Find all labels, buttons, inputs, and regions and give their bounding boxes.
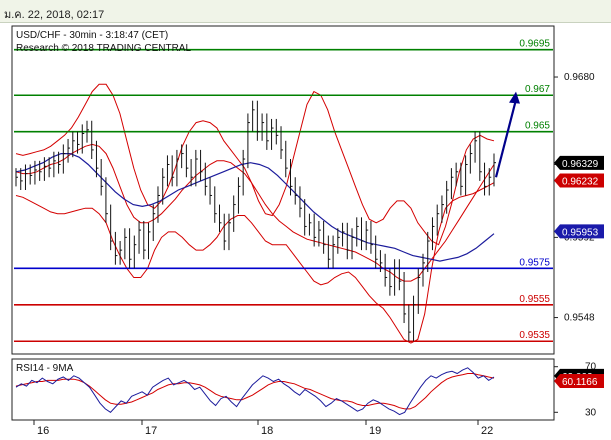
chart-canvas: 0.9695 0.967 0.965 0.9575 0.9555 0.9535 0.968… <box>11 25 604 437</box>
price-badge-1 <box>554 173 604 188</box>
level-label-0: 0.9695 <box>519 39 550 50</box>
rsi-tick-label-0: 70 <box>585 362 597 373</box>
timestamp-text: ม.ค. 22, 2018, 02:17 <box>4 9 105 21</box>
timestamp-bar: ม.ค. 22, 2018, 02:17 <box>0 0 611 23</box>
rsi-title: RSI14 - 9MA <box>16 363 74 374</box>
price-badges: 0.96329 0.96232 0.95953 <box>554 155 604 239</box>
level-label-3: 0.9575 <box>519 257 550 268</box>
level-label-1: 0.967 <box>525 84 550 95</box>
price-tick-label-3: 0.9548 <box>564 313 595 324</box>
rsi-badges: 62.00260.1166 <box>554 368 604 388</box>
time-tick-label-3: 19 <box>369 425 381 437</box>
level-label-2: 0.965 <box>525 121 550 132</box>
level-label-5: 0.9535 <box>519 330 550 341</box>
rsi-badge-label-1: 60.1166 <box>562 377 598 388</box>
price-badge-2 <box>554 224 604 239</box>
time-tick-label-4: 22 <box>481 425 493 437</box>
price-badge-label-2: 0.95953 <box>562 227 599 238</box>
middle-band <box>15 143 495 282</box>
price-badge-0 <box>554 155 604 170</box>
rsi-badge-1 <box>554 373 604 388</box>
level-label-4: 0.9555 <box>519 294 550 305</box>
time-tick-label-0: 16 <box>37 425 49 437</box>
upper-band <box>15 83 495 246</box>
moving-average-line <box>15 153 495 262</box>
price-badge-label-0: 0.96329 <box>562 159 599 170</box>
rsi-tick-label-1: 30 <box>585 407 597 418</box>
rsi-ma-line <box>15 373 495 410</box>
rsi-lines <box>15 367 495 416</box>
main-panel-frame <box>11 25 555 355</box>
chart-title: USD/CHF - 30min - 3:18:47 (CET) <box>16 30 168 41</box>
price-tick-label-0: 0.9680 <box>564 72 595 83</box>
time-tick-label-1: 17 <box>145 425 157 437</box>
rsi-line <box>15 367 495 416</box>
forecast-arrow <box>494 91 520 178</box>
price-badge-label-1: 0.96232 <box>562 177 599 188</box>
support-resistance-levels: 0.9695 0.967 0.965 0.9575 0.9555 0.9535 <box>14 39 553 343</box>
forecast-arrow-shaft <box>494 99 518 178</box>
chart-subtitle: Research © 2018 TRADING CENTRAL <box>16 43 191 54</box>
rsi-axis: 70 30 <box>554 362 597 418</box>
price-series <box>15 100 496 342</box>
time-axis: 16 17 18 19 22 <box>33 420 493 437</box>
forecast-arrow-head <box>509 91 520 104</box>
time-tick-label-2: 18 <box>261 425 273 437</box>
